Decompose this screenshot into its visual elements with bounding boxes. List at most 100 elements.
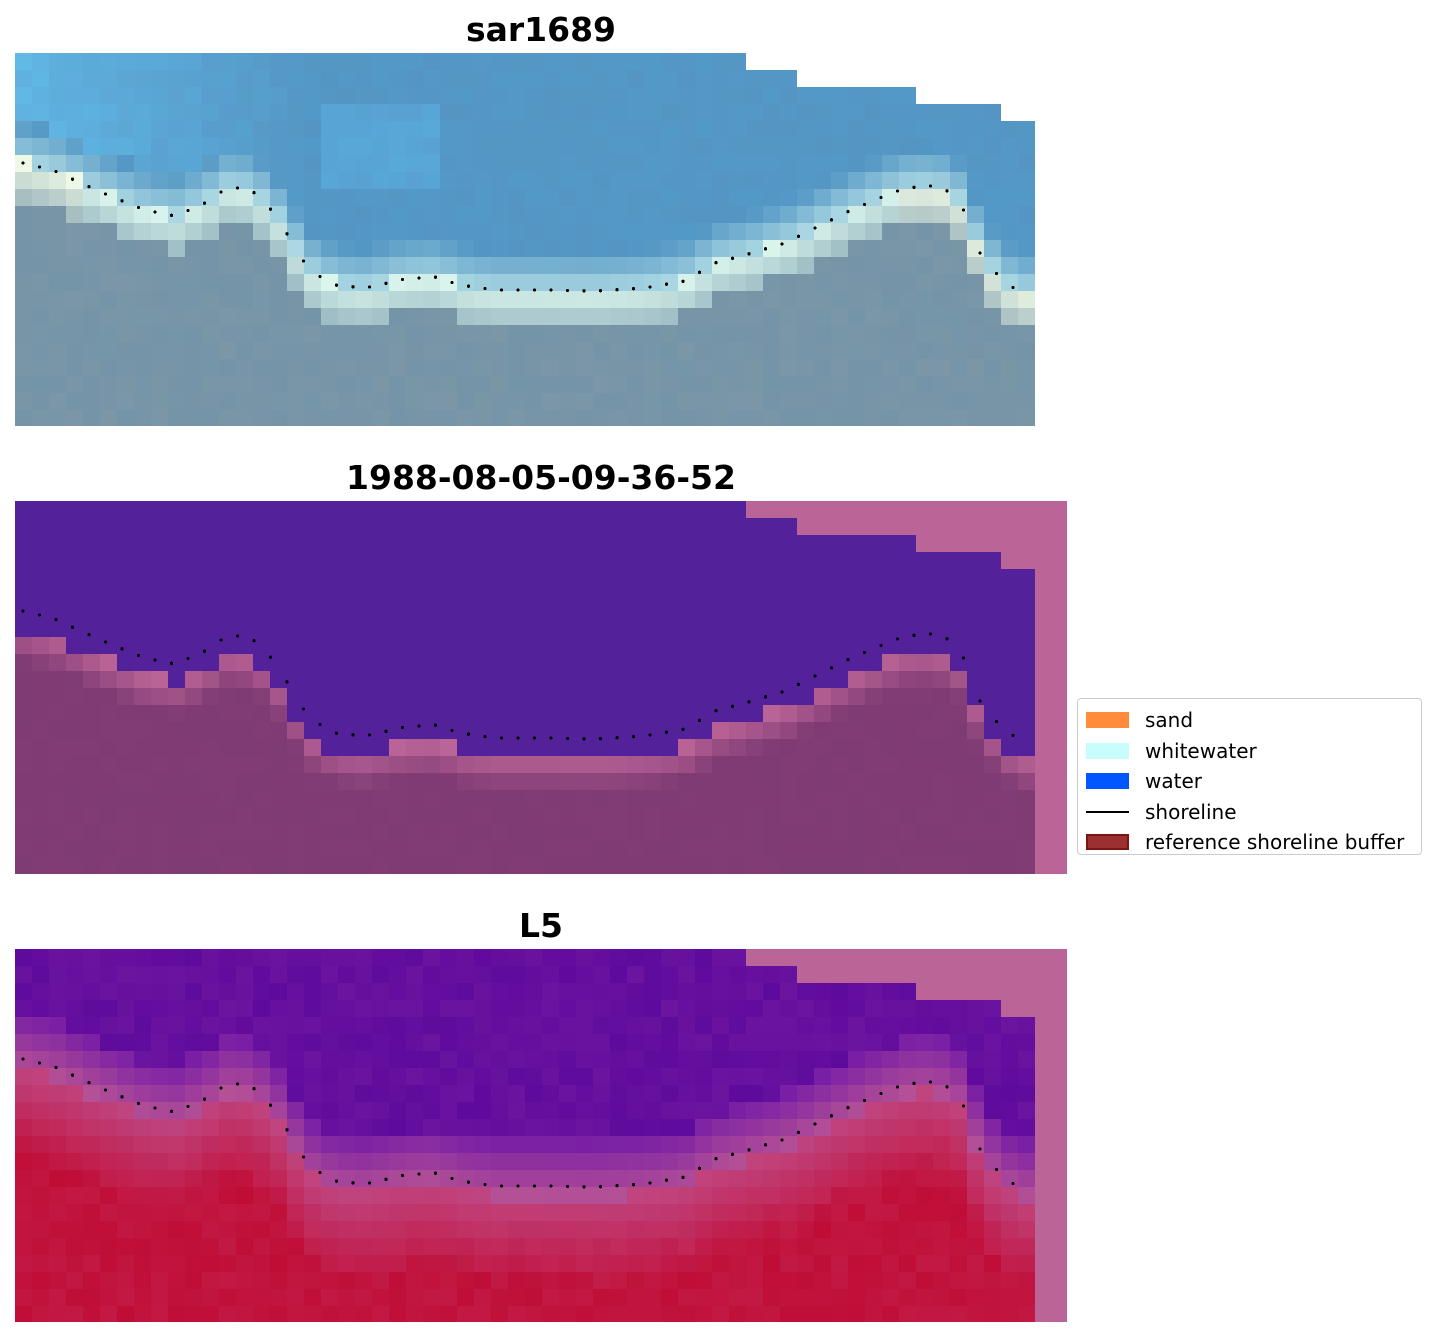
pixel-cell bbox=[644, 1221, 661, 1238]
pixel-cell bbox=[712, 291, 729, 308]
pixel-cell bbox=[661, 172, 678, 189]
legend-swatch-water bbox=[1086, 773, 1129, 790]
pixel-cell bbox=[117, 342, 134, 359]
pixel-cell bbox=[423, 688, 440, 705]
pixel-cell bbox=[15, 1085, 32, 1102]
pixel-cell bbox=[593, 739, 610, 756]
pixel-cell bbox=[474, 1306, 491, 1322]
pixel-cell bbox=[406, 87, 423, 104]
pixel-cell bbox=[236, 637, 253, 654]
pixel-cell bbox=[984, 1051, 1001, 1068]
pixel-cell bbox=[474, 155, 491, 172]
pixel-cell bbox=[355, 342, 372, 359]
pixel-cell bbox=[695, 1034, 712, 1051]
pixel-cell bbox=[304, 603, 321, 620]
pixel-cell bbox=[185, 1272, 202, 1289]
pixel-cell bbox=[474, 70, 491, 87]
pixel-cell bbox=[899, 1051, 916, 1068]
pixel-cell bbox=[406, 308, 423, 325]
pixel-cell bbox=[202, 1272, 219, 1289]
pixel-cell bbox=[848, 1017, 865, 1034]
pixel-cell bbox=[49, 1272, 66, 1289]
pixel-cell bbox=[1001, 620, 1018, 637]
pixel-cell bbox=[525, 518, 542, 535]
pixel-cell bbox=[83, 308, 100, 325]
pixel-cell bbox=[15, 1068, 32, 1085]
pixel-cell bbox=[287, 308, 304, 325]
pixel-cell bbox=[746, 1170, 763, 1187]
pixel-cell bbox=[406, 121, 423, 138]
pixel-cell bbox=[15, 410, 32, 426]
pixel-cell bbox=[253, 376, 270, 393]
pixel-cell bbox=[933, 376, 950, 393]
pixel-cell bbox=[423, 1153, 440, 1170]
pixel-cell bbox=[406, 138, 423, 155]
pixel-cell bbox=[134, 325, 151, 342]
pixel-cell bbox=[984, 359, 1001, 376]
pixel-cell bbox=[610, 1255, 627, 1272]
pixel-cell bbox=[797, 325, 814, 342]
pixel-cell bbox=[950, 138, 967, 155]
pixel-cell bbox=[984, 671, 1001, 688]
pixel-cell bbox=[967, 223, 984, 240]
pixel-cell bbox=[219, 535, 236, 552]
shoreline-point bbox=[37, 165, 42, 169]
pixel-cell bbox=[678, 172, 695, 189]
pixel-cell bbox=[899, 1119, 916, 1136]
pixel-cell bbox=[185, 393, 202, 410]
pixel-cell bbox=[287, 966, 304, 983]
pixel-cell bbox=[457, 858, 474, 874]
pixel-cell bbox=[899, 1034, 916, 1051]
pixel-cell bbox=[236, 1204, 253, 1221]
pixel-cell bbox=[933, 1000, 950, 1017]
pixel-cell bbox=[712, 325, 729, 342]
pixel-cell bbox=[780, 1255, 797, 1272]
pixel-cell bbox=[253, 1085, 270, 1102]
pixel-cell bbox=[593, 223, 610, 240]
pixel-cell bbox=[474, 1238, 491, 1255]
pixel-cell bbox=[406, 1238, 423, 1255]
pixel-cell bbox=[440, 773, 457, 790]
pixel-cell bbox=[474, 1085, 491, 1102]
pixel-cell bbox=[185, 1068, 202, 1085]
pixel-cell bbox=[134, 70, 151, 87]
pixel-cell bbox=[253, 1221, 270, 1238]
pixel-cell bbox=[780, 807, 797, 824]
pixel-cell bbox=[916, 1119, 933, 1136]
pixel-cell bbox=[950, 155, 967, 172]
pixel-cell bbox=[542, 1204, 559, 1221]
pixel-cell bbox=[185, 1255, 202, 1272]
pixel-cell bbox=[389, 1034, 406, 1051]
pixel-cell bbox=[678, 1255, 695, 1272]
pixel-cell bbox=[66, 858, 83, 874]
pixel-cell bbox=[66, 53, 83, 70]
pixel-cell bbox=[338, 518, 355, 535]
pixel-cell bbox=[355, 53, 372, 70]
pixel-cell bbox=[406, 1034, 423, 1051]
pixel-cell bbox=[593, 1000, 610, 1017]
pixel-cell bbox=[797, 172, 814, 189]
pixel-cell bbox=[865, 790, 882, 807]
pixel-cell bbox=[440, 637, 457, 654]
pixel-cell bbox=[389, 155, 406, 172]
pixel-cell bbox=[270, 325, 287, 342]
pixel-cell bbox=[1018, 189, 1035, 206]
pixel-cell bbox=[831, 1272, 848, 1289]
pixel-cell bbox=[525, 1221, 542, 1238]
pixel-cell bbox=[406, 966, 423, 983]
pixel-cell bbox=[797, 223, 814, 240]
pixel-cell bbox=[933, 773, 950, 790]
shoreline-point bbox=[450, 280, 454, 284]
pixel-cell bbox=[474, 1204, 491, 1221]
pixel-cell bbox=[712, 858, 729, 874]
pixel-cell bbox=[236, 1289, 253, 1306]
pixel-cell bbox=[916, 104, 933, 121]
pixel-cell bbox=[304, 1034, 321, 1051]
pixel-cell bbox=[610, 620, 627, 637]
pixel-cell bbox=[559, 308, 576, 325]
pixel-cell bbox=[780, 586, 797, 603]
pixel-cell bbox=[1018, 1051, 1035, 1068]
pixel-cell bbox=[899, 1204, 916, 1221]
pixel-cell bbox=[678, 1306, 695, 1322]
pixel-cell bbox=[287, 1034, 304, 1051]
